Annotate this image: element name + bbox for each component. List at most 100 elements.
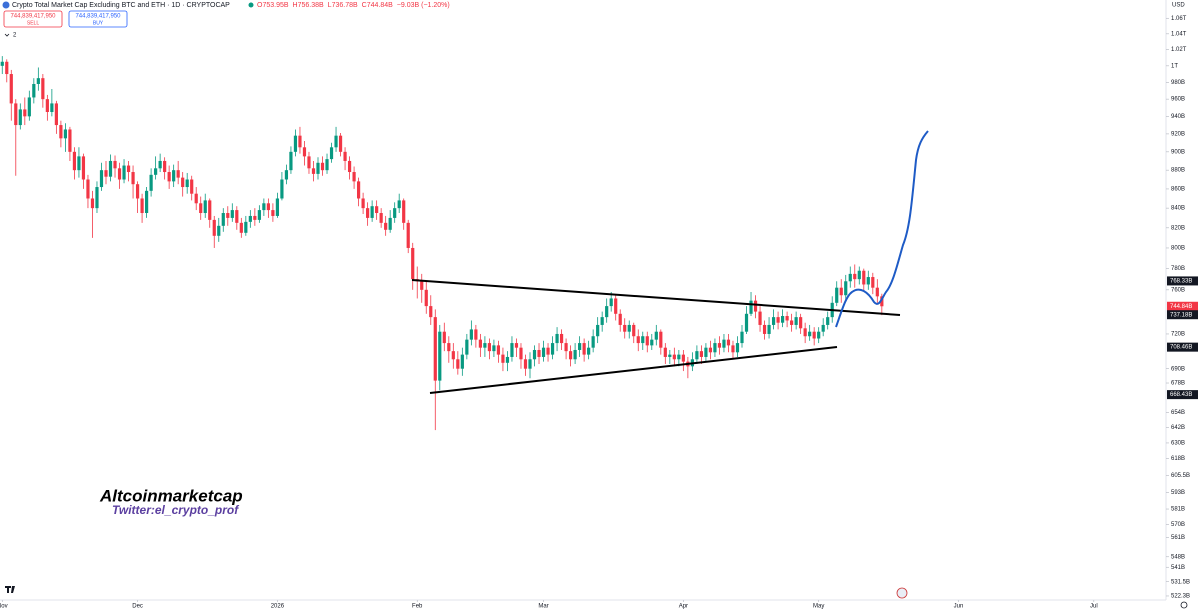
candle-body xyxy=(117,168,122,180)
candle-body xyxy=(81,156,86,180)
candle-body xyxy=(244,221,248,233)
currency: USD xyxy=(1172,3,1185,9)
candle-body xyxy=(735,343,740,353)
candle-body xyxy=(826,317,830,325)
candle-body xyxy=(311,168,316,174)
price-label: 708.46B xyxy=(1170,345,1192,351)
candle-body xyxy=(108,160,113,177)
candle-body xyxy=(329,147,334,160)
projection-curve xyxy=(835,130,929,328)
candle-body xyxy=(411,247,415,280)
y-tick-label: 541B xyxy=(1171,565,1185,571)
candle-body xyxy=(817,331,821,339)
candle-body xyxy=(749,300,753,314)
candle-body xyxy=(271,210,275,216)
candle-body xyxy=(36,78,40,84)
candle-body xyxy=(226,213,230,218)
candle-body xyxy=(18,109,22,126)
candle-body xyxy=(821,324,825,332)
y-tick-label: 642B xyxy=(1171,425,1185,431)
candle-body xyxy=(203,200,207,214)
y-tick-label: 1.04T xyxy=(1171,31,1187,37)
candle-body xyxy=(519,347,523,360)
price-label: 668.43B xyxy=(1170,392,1192,398)
candle-body xyxy=(456,359,460,369)
events-flag[interactable] xyxy=(896,587,908,599)
candle-body xyxy=(275,198,280,216)
y-tick-label: 840B xyxy=(1171,206,1185,212)
candle-body xyxy=(230,210,234,218)
y-tick-label: 531.5B xyxy=(1171,579,1190,585)
y-tick-label: 522.3B xyxy=(1171,594,1190,600)
price-label: 768.33B xyxy=(1170,279,1192,285)
tv-logo[interactable] xyxy=(5,586,15,593)
candle-body xyxy=(347,160,352,173)
candle-body xyxy=(780,316,785,323)
candle-body xyxy=(799,317,803,329)
candle-body xyxy=(460,354,464,369)
y-tick-label: 760B xyxy=(1171,287,1185,293)
candle-body xyxy=(131,172,135,185)
candle-body xyxy=(672,354,676,360)
candle-body xyxy=(474,329,478,340)
candle-body xyxy=(573,349,577,360)
candle-body xyxy=(334,135,338,148)
price-label: 744.84B xyxy=(1170,304,1192,310)
indicators-toggle[interactable] xyxy=(4,33,10,37)
indicator-count[interactable]: 2 xyxy=(13,33,17,39)
candle-body xyxy=(163,160,167,173)
candle-body xyxy=(726,339,731,346)
candle-body xyxy=(713,343,717,353)
price-label: 737.18B xyxy=(1170,312,1192,318)
candle-body xyxy=(844,281,848,296)
candle-body xyxy=(785,316,789,321)
candle-body xyxy=(753,300,758,312)
candle-body xyxy=(853,273,857,280)
buy-button[interactable] xyxy=(68,10,128,28)
candle-body xyxy=(284,170,289,180)
candle-body xyxy=(609,298,613,307)
y-tick-label: 1.06T xyxy=(1171,16,1187,22)
candle-body xyxy=(298,135,302,148)
y-tick-label: 980B xyxy=(1171,80,1185,86)
candle-body xyxy=(167,172,171,182)
candle-body xyxy=(135,184,140,199)
candle-body xyxy=(812,331,816,339)
candle-body xyxy=(41,78,45,100)
candle-body xyxy=(862,270,866,285)
y-tick-label: 548B xyxy=(1171,554,1185,560)
candle-body xyxy=(758,311,762,325)
candle-body xyxy=(668,354,672,357)
y-tick-label: 593B xyxy=(1171,490,1185,496)
candle-body xyxy=(86,179,90,199)
buy-price[interactable]: 744,839,417,950 xyxy=(75,14,121,20)
candle-body xyxy=(235,210,239,223)
buy-label[interactable]: BUY xyxy=(93,20,104,26)
candle-body xyxy=(857,270,861,280)
candle-body xyxy=(185,179,189,188)
sell-button[interactable] xyxy=(3,10,63,28)
ohlc-value: H756.38B xyxy=(293,2,324,9)
candle-body xyxy=(541,347,546,357)
settings-icon[interactable] xyxy=(1180,601,1188,609)
candle-body xyxy=(212,219,216,236)
candle-body xyxy=(808,331,812,337)
candle-body xyxy=(375,206,379,214)
y-tick-label: 920B xyxy=(1171,131,1185,137)
candle-body xyxy=(72,151,77,171)
candle-body xyxy=(338,135,343,152)
price-label-box xyxy=(1167,342,1198,352)
y-tick-label: 940B xyxy=(1171,114,1185,120)
candle-body xyxy=(257,210,261,220)
candle-body xyxy=(695,351,699,360)
candle-body xyxy=(641,336,645,344)
candle-body xyxy=(654,331,658,340)
candle-body xyxy=(478,339,482,348)
candle-body xyxy=(447,343,451,352)
sell-label[interactable]: SELL xyxy=(27,20,39,26)
ohlc-value: O753.95B xyxy=(257,2,289,9)
candle-body xyxy=(262,203,266,211)
sell-price[interactable]: 744,839,417,950 xyxy=(10,14,56,20)
